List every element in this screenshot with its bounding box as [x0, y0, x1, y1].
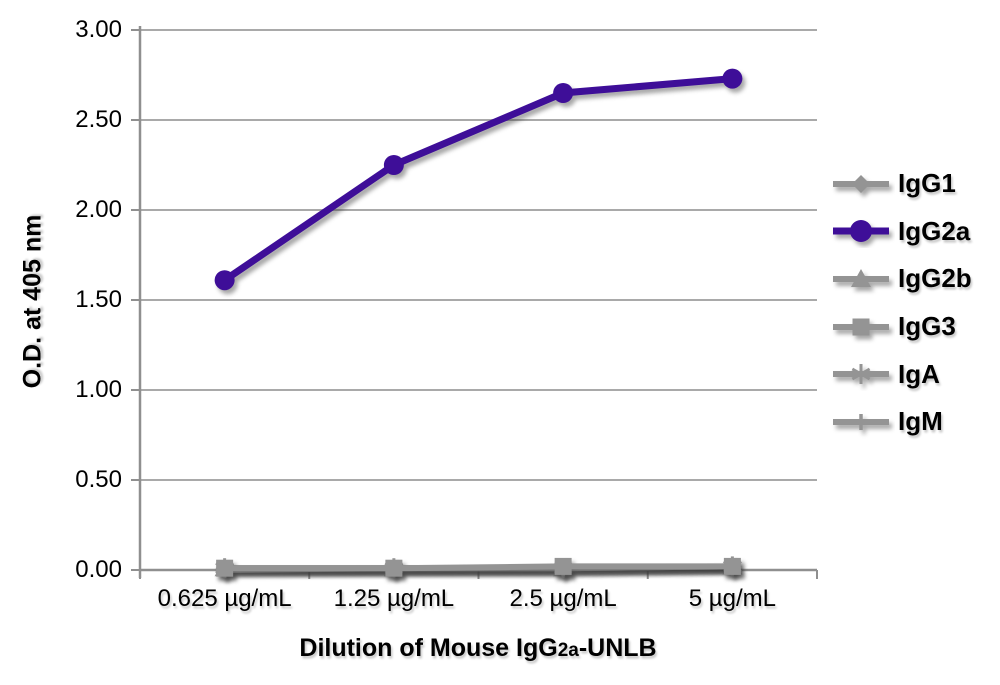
y-tick-label: 2.00 [75, 196, 122, 223]
x-tick-label: 0.625 µg/mL [157, 585, 292, 612]
legend-item-igg2b: IgG2b [831, 255, 996, 303]
y-axis [131, 26, 142, 578]
y-tick-label: 1.50 [75, 286, 122, 313]
gridlines [140, 29, 817, 481]
x-tick-label: 2.5 µg/mL [509, 585, 617, 612]
y-tick-label: 1.00 [75, 376, 122, 403]
y-tick-label: 2.50 [75, 106, 122, 133]
series-igg2a [214, 68, 743, 291]
legend-label: IgG1 [898, 168, 956, 199]
series-igg3 [216, 557, 741, 577]
legend-label: IgG2a [898, 215, 971, 246]
x-tick-label: 5 µg/mL [688, 585, 776, 612]
x-axis-title-suffix: -UNLB [578, 634, 657, 662]
y-tick-label: 0.00 [75, 556, 122, 583]
x-axis-title-subscript: 2a [557, 640, 579, 661]
legend-marker-diamond-icon [833, 174, 889, 193]
legend-marker-circle-icon [833, 220, 889, 243]
legend-item-igg3: IgG3 [831, 303, 996, 351]
legend-marker-asterisk-icon [833, 364, 889, 385]
legend-item-igg2a: IgG2a [831, 208, 996, 256]
legend-label: IgA [898, 358, 940, 389]
legend-marker-triangle-icon [833, 268, 889, 287]
legend-item-igg1: IgG1 [831, 160, 996, 208]
legend-item-igm: IgM [831, 398, 996, 446]
legend-label: IgG2b [898, 263, 972, 294]
x-axis-title: Dilution of Mouse IgG2a-UNLB [278, 634, 678, 663]
legend-marker-square-icon [833, 318, 889, 336]
legend-marker-dash-icon [833, 413, 889, 430]
y-tick-label: 0.50 [75, 466, 122, 493]
legend-item-iga: IgA [831, 350, 996, 398]
x-axis-title-prefix: Dilution of Mouse IgG [299, 634, 558, 662]
legend: IgG1 IgG2a IgG2b IgG3 IgA IgM [831, 160, 996, 446]
x-tick-label: 1.25 µg/mL [333, 585, 455, 612]
legend-label: IgM [898, 406, 943, 437]
legend-label: IgG3 [898, 311, 956, 342]
y-tick-label: 3.00 [75, 16, 122, 43]
